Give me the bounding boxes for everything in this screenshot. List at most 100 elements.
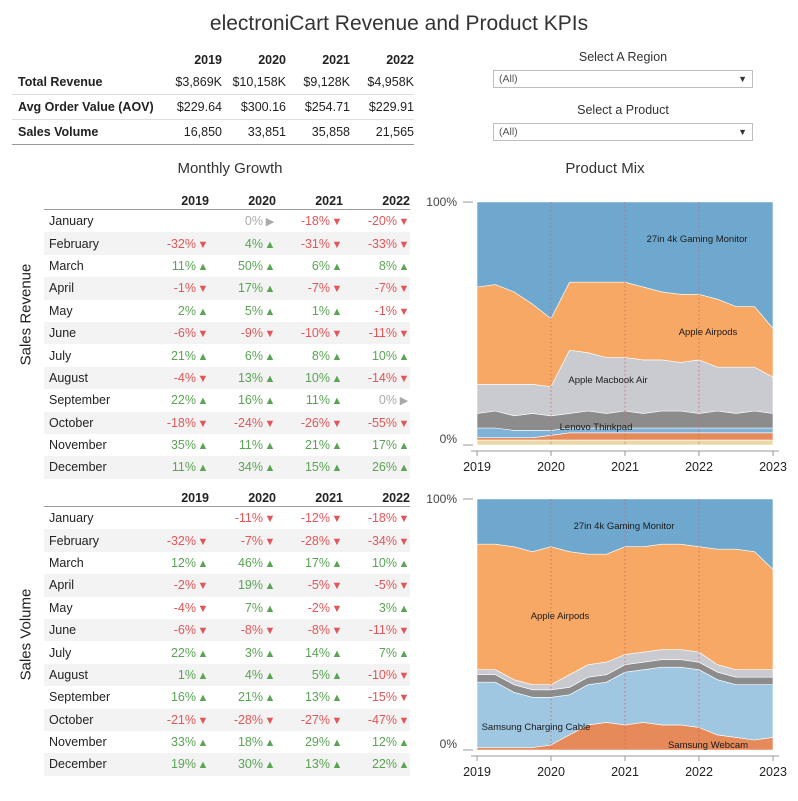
growth-value: -6% [173,623,196,638]
table-row: February -32% ▼ 4% ▲ -31% ▼ -33% ▼ [44,232,410,255]
growth-cell: -18% ▼ [142,416,209,430]
kpi-label: Total Revenue [18,75,103,89]
table-row: September 16% ▲ 21% ▲ 13% ▲ -15% ▼ [44,686,410,708]
growth-value: -7% [374,281,397,296]
dropdown-arrow-icon[interactable]: ▼ [738,74,747,84]
x-tick-label: 2021 [611,460,639,474]
growth-cell: 50% ▲ [209,259,276,273]
growth-value: 35% [170,438,196,453]
triangle-down-icon: ▼ [331,602,343,615]
growth-cell: 18% ▲ [209,735,276,749]
growth-cell: 11% ▲ [142,259,209,273]
triangle-down-icon: ▼ [197,625,209,638]
table-row: May -4% ▼ 7% ▲ -2% ▼ 3% ▲ [44,597,410,619]
triangle-down-icon: ▼ [331,714,343,727]
growth-value: 4% [244,667,263,682]
y-tick-label: 0% [440,737,458,751]
growth-cell: -11% ▼ [343,326,410,340]
kpi-table: 2019 2020 2021 2022 Total Revenue $3,869… [12,50,414,145]
month-label: May [49,303,73,318]
triangle-down-icon: ▼ [197,328,209,341]
triangle-down-icon: ▼ [197,580,209,593]
growth-cell: -15% ▼ [343,690,410,704]
kpi-value: $4,958K [367,75,414,89]
growth-cell: -10% ▼ [276,326,343,340]
growth-value: 21% [237,690,263,705]
growth-value: -55% [367,415,397,430]
kpi-value: $9,128K [303,75,350,89]
triangle-up-icon: ▲ [264,647,276,660]
growth-cell: -24% ▼ [209,416,276,430]
triangle-up-icon: ▲ [398,462,410,475]
growth-cell: 22% ▲ [343,757,410,771]
growth-value: 0% [378,393,397,408]
growth-value: 21% [170,348,196,363]
dropdown-arrow-icon[interactable]: ▼ [738,127,747,137]
growth-cell: 17% ▲ [343,438,410,452]
triangle-up-icon: ▲ [197,260,209,273]
growth-value: 2% [177,303,196,318]
growth-cell: -7% ▼ [343,281,410,295]
kpi-value: 35,858 [311,125,350,139]
growth-cell: -6% ▼ [142,623,209,637]
growth-cell: -18% ▼ [343,511,410,525]
region-select[interactable]: (All) ▼ [493,70,753,88]
growth-cell: 0% ▶ [209,214,276,228]
product-select[interactable]: (All) ▼ [493,123,753,141]
growth-value: -2% [173,578,196,593]
triangle-down-icon: ▼ [264,625,276,638]
growth-cell: -27% ▼ [276,713,343,727]
growth-value: 14% [304,645,330,660]
growth-value: -14% [367,370,397,385]
growth-cell: -1% ▼ [142,281,209,295]
table-row: May 2% ▲ 5% ▲ 1% ▲ -1% ▼ [44,300,410,322]
growth-value: 34% [237,460,263,475]
growth-cell: -8% ▼ [276,623,343,637]
triangle-down-icon: ▼ [264,417,276,430]
growth-value: -28% [300,533,330,548]
growth-cell: 2% ▲ [142,304,209,318]
triangle-up-icon: ▲ [331,260,343,273]
dashboard-title: electroniCart Revenue and Product KPIs [209,12,589,35]
growth-value: -18% [367,511,397,526]
x-tick-label: 2022 [685,765,713,779]
growth-cell: 19% ▲ [209,578,276,592]
growth-value: 13% [304,690,330,705]
sales-volume-axis-label: Sales Volume [17,588,35,681]
triangle-down-icon: ▼ [197,238,209,251]
triangle-up-icon: ▲ [264,759,276,772]
growth-value: 26% [371,460,397,475]
triangle-down-icon: ▼ [331,580,343,593]
triangle-up-icon: ▲ [197,692,209,705]
growth-cell: 10% ▲ [276,371,343,385]
triangle-up-icon: ▲ [331,350,343,363]
growth-value: -10% [367,667,397,682]
growth-value: 21% [304,438,330,453]
table-row: November 33% ▲ 18% ▲ 29% ▲ 12% ▲ [44,731,410,753]
triangle-right-icon: ▶ [399,395,409,408]
triangle-down-icon: ▼ [398,669,410,682]
growth-cell: -9% ▼ [209,326,276,340]
product-mix-title: Product Mix [565,160,645,177]
growth-cell: 21% ▲ [276,438,343,452]
growth-value: -5% [307,578,330,593]
growth-cell: -28% ▼ [276,534,343,548]
growth-cell: 14% ▲ [276,646,343,660]
growth-value: -21% [166,712,196,727]
triangle-up-icon: ▲ [264,260,276,273]
growth-value: 7% [244,600,263,615]
triangle-down-icon: ▼ [331,625,343,638]
growth-year-header: 2021 [315,193,343,208]
growth-value: 1% [311,303,330,318]
triangle-up-icon: ▲ [331,557,343,570]
growth-value: 33% [170,735,196,750]
growth-cell: 12% ▲ [343,735,410,749]
triangle-down-icon: ▼ [264,513,276,526]
triangle-up-icon: ▲ [331,692,343,705]
growth-cell: 13% ▲ [209,371,276,385]
region-filter-label: Select A Region [578,50,668,64]
growth-year-header: 2021 [315,490,343,505]
triangle-up-icon: ▲ [197,350,209,363]
growth-year-header: 2019 [181,193,209,208]
growth-value: -7% [307,281,330,296]
